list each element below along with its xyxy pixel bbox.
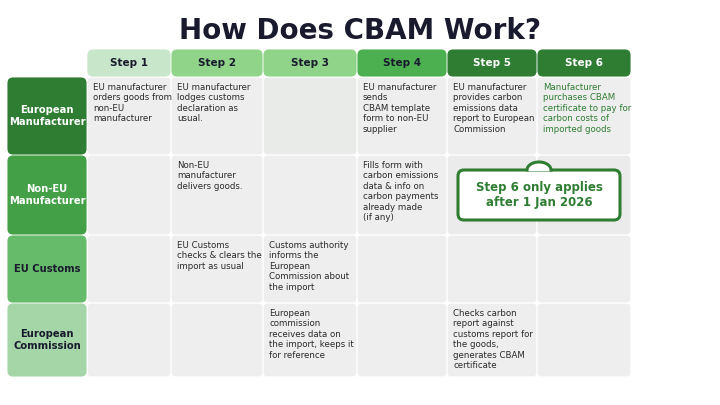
FancyBboxPatch shape: [264, 50, 356, 76]
FancyBboxPatch shape: [88, 78, 170, 154]
Text: How Does CBAM Work?: How Does CBAM Work?: [179, 17, 541, 45]
FancyBboxPatch shape: [88, 50, 170, 76]
FancyBboxPatch shape: [172, 78, 262, 154]
FancyBboxPatch shape: [358, 78, 446, 154]
Text: Manufacturer
purchases CBAM
certificate to pay for
carbon costs of
imported good: Manufacturer purchases CBAM certificate …: [543, 83, 631, 134]
FancyBboxPatch shape: [8, 78, 86, 154]
FancyBboxPatch shape: [264, 236, 356, 302]
FancyBboxPatch shape: [8, 236, 86, 302]
FancyBboxPatch shape: [264, 304, 356, 376]
FancyBboxPatch shape: [538, 236, 630, 302]
Text: Step 1: Step 1: [110, 58, 148, 68]
FancyBboxPatch shape: [458, 170, 620, 220]
FancyBboxPatch shape: [172, 156, 262, 234]
Text: EU Customs
checks & clears the
import as usual: EU Customs checks & clears the import as…: [177, 241, 262, 271]
FancyBboxPatch shape: [8, 304, 86, 376]
FancyBboxPatch shape: [538, 304, 630, 376]
FancyBboxPatch shape: [88, 156, 170, 234]
Text: Customs authority
informs the
European
Commission about
the import: Customs authority informs the European C…: [269, 241, 349, 292]
Text: EU manufacturer
lodges customs
declaration as
usual.: EU manufacturer lodges customs declarati…: [177, 83, 251, 123]
FancyBboxPatch shape: [358, 236, 446, 302]
Text: European
Manufacturer: European Manufacturer: [9, 105, 85, 127]
FancyBboxPatch shape: [358, 156, 446, 234]
Text: Fills form with
carbon emissions
data & info on
carbon payments
already made
(if: Fills form with carbon emissions data & …: [363, 161, 438, 222]
Text: Non-EU
manufacturer
delivers goods.: Non-EU manufacturer delivers goods.: [177, 161, 243, 191]
Text: Non-EU
Manufacturer: Non-EU Manufacturer: [9, 184, 85, 206]
FancyBboxPatch shape: [538, 156, 630, 234]
FancyBboxPatch shape: [264, 78, 356, 154]
FancyBboxPatch shape: [448, 50, 536, 76]
Text: Step 4: Step 4: [383, 58, 421, 68]
Text: European
Commission: European Commission: [13, 329, 81, 351]
Text: Step 5: Step 5: [473, 58, 511, 68]
FancyBboxPatch shape: [448, 304, 536, 376]
FancyBboxPatch shape: [88, 236, 170, 302]
FancyBboxPatch shape: [448, 78, 536, 154]
FancyBboxPatch shape: [8, 156, 86, 234]
Polygon shape: [527, 162, 551, 170]
Text: Checks carbon
report against
customs report for
the goods,
generates CBAM
certif: Checks carbon report against customs rep…: [453, 309, 533, 370]
FancyBboxPatch shape: [172, 50, 262, 76]
Text: Step 2: Step 2: [198, 58, 236, 68]
FancyBboxPatch shape: [358, 50, 446, 76]
FancyBboxPatch shape: [448, 156, 536, 234]
FancyBboxPatch shape: [358, 304, 446, 376]
Text: Step 6 only applies
after 1 Jan 2026: Step 6 only applies after 1 Jan 2026: [476, 181, 603, 209]
FancyBboxPatch shape: [264, 156, 356, 234]
FancyBboxPatch shape: [172, 236, 262, 302]
Text: EU manufacturer
orders goods from
non-EU
manufacturer: EU manufacturer orders goods from non-EU…: [93, 83, 172, 123]
Text: EU manufacturer
provides carbon
emissions data
report to European
Commission: EU manufacturer provides carbon emission…: [453, 83, 534, 134]
FancyBboxPatch shape: [172, 304, 262, 376]
FancyBboxPatch shape: [88, 304, 170, 376]
Text: EU Customs: EU Customs: [14, 264, 80, 274]
Text: Step 3: Step 3: [291, 58, 329, 68]
Text: EU manufacturer
sends
CBAM template
form to non-EU
supplier: EU manufacturer sends CBAM template form…: [363, 83, 436, 134]
FancyBboxPatch shape: [538, 50, 630, 76]
Text: European
commission
receives data on
the import, keeps it
for reference: European commission receives data on the…: [269, 309, 354, 360]
FancyBboxPatch shape: [448, 236, 536, 302]
Text: Step 6: Step 6: [565, 58, 603, 68]
FancyBboxPatch shape: [538, 78, 630, 154]
